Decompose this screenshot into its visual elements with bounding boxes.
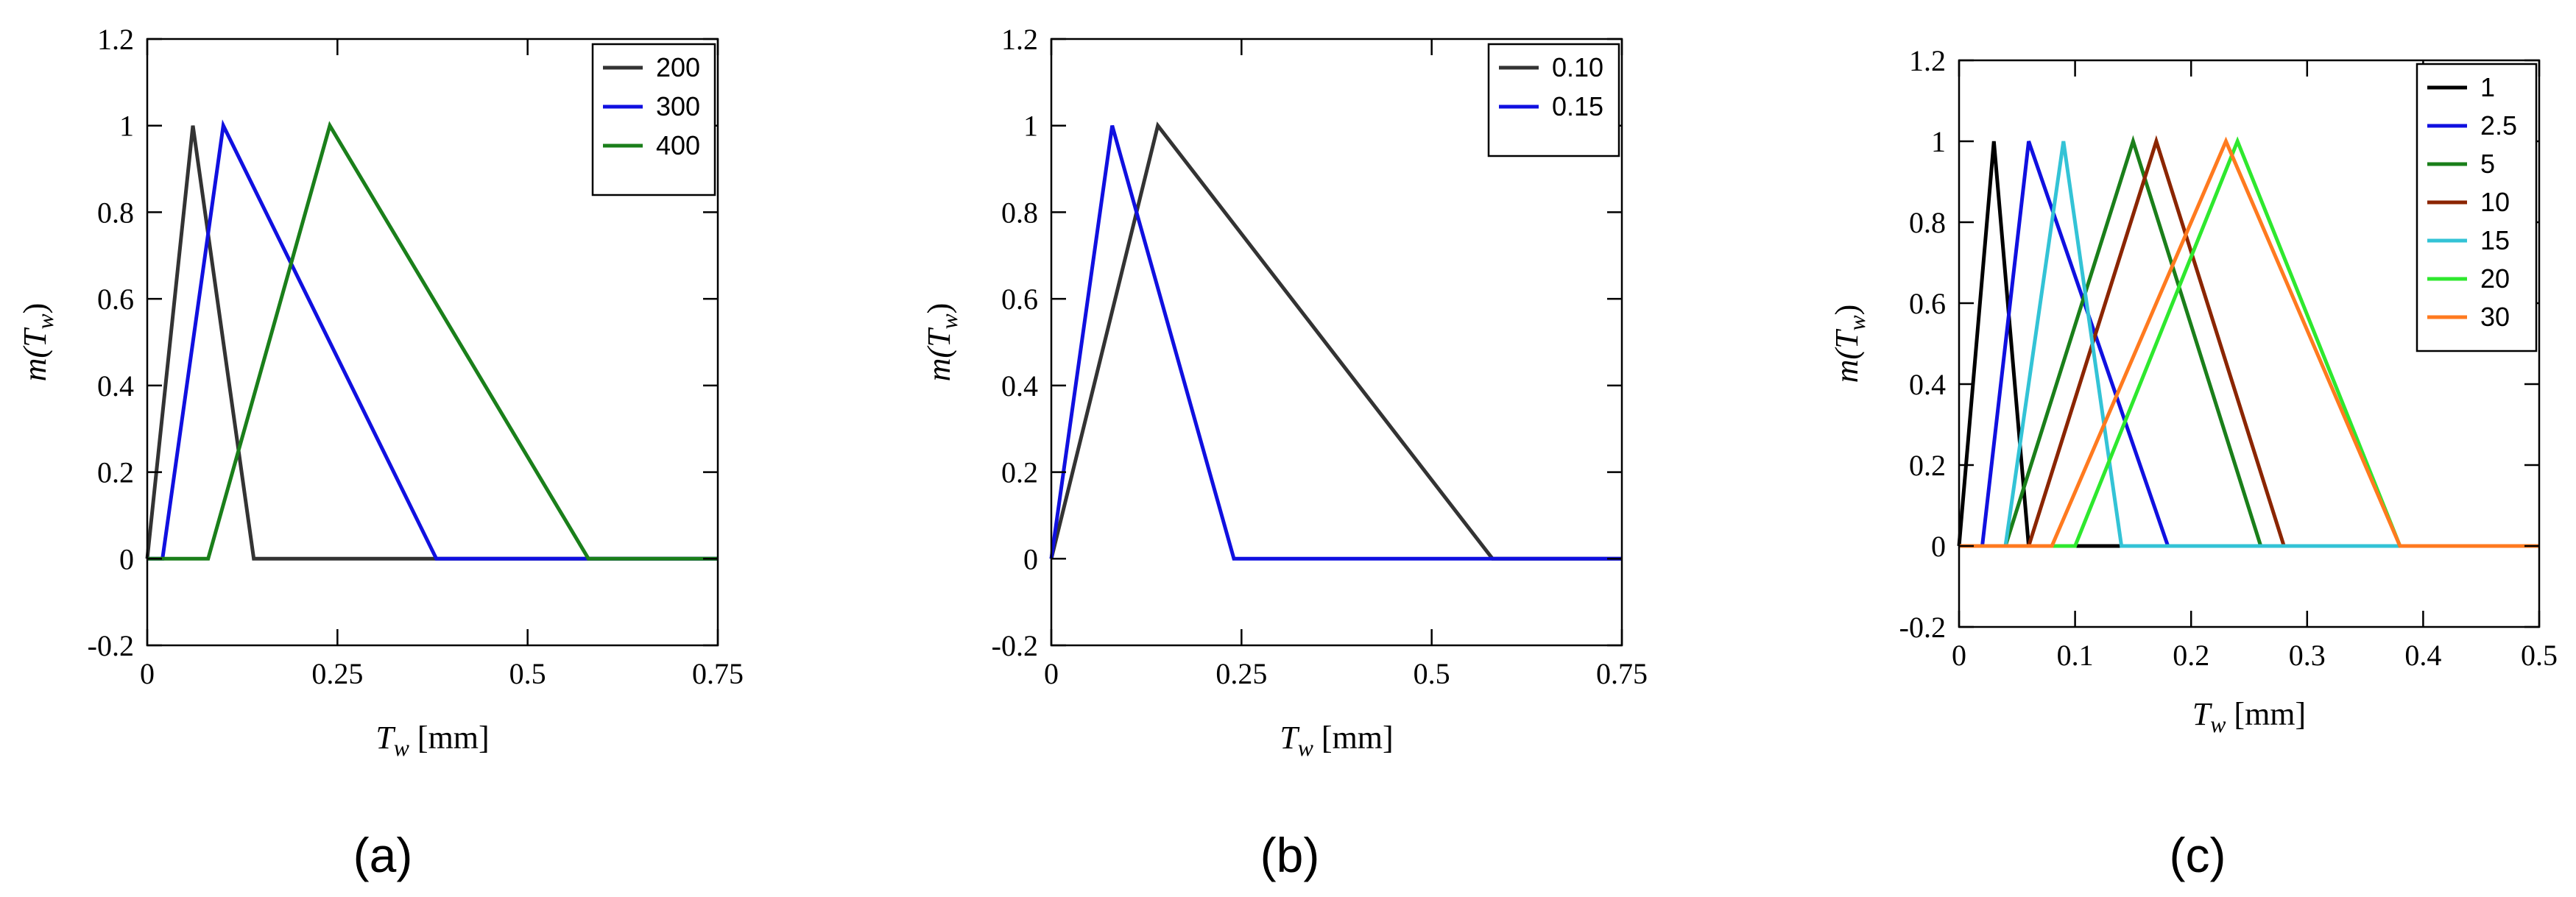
y-tick-label: 0 — [1931, 530, 1946, 563]
y-axis-label: m(Tw) — [1829, 305, 1870, 383]
y-tick-label: 1.2 — [1909, 44, 1946, 77]
x-tick-label: 0 — [1952, 639, 1966, 672]
legend-label: 1 — [2480, 72, 2495, 102]
y-tick-label: 0.6 — [1001, 283, 1038, 316]
legend-label: 400 — [656, 130, 700, 160]
chart-panel-2: 0 0.25 0.5 0.75-0.200.20.40.60.811.2Tw [mm]… — [921, 23, 1648, 882]
legend-label: 200 — [656, 52, 700, 82]
legend-label: 2.5 — [2480, 110, 2517, 141]
legend-label: 10 — [2480, 187, 2510, 217]
y-tick-label: -0.2 — [1899, 611, 1946, 644]
legend-label: 15 — [2480, 225, 2510, 255]
y-tick-label: 0.8 — [1909, 206, 1946, 239]
y-tick-label: -0.2 — [992, 629, 1038, 662]
x-tick-label: 0.5 — [2521, 639, 2558, 672]
x-tick-label: 0.75 — [1596, 657, 1648, 690]
y-tick-label: -0.2 — [88, 629, 134, 662]
y-axis-label: m(Tw) — [921, 303, 962, 382]
x-axis-label: Tw [mm] — [375, 720, 489, 761]
legend: 1 2.5 5 10 15 20 30 — [2416, 63, 2538, 352]
y-tick-label: 0.2 — [97, 456, 134, 489]
y-tick-label: 0.8 — [1001, 196, 1038, 229]
panel-caption: (c) — [2170, 828, 2226, 882]
legend-label: 300 — [656, 91, 700, 121]
legend-label: 30 — [2480, 302, 2510, 332]
y-tick-label: 0.6 — [97, 283, 134, 316]
legend: 200 300 400 — [591, 43, 716, 196]
legend-label: 5 — [2480, 149, 2495, 179]
legend-box — [1487, 43, 1620, 157]
panel-caption: (a) — [353, 828, 413, 882]
plot-area-frame — [146, 38, 719, 647]
y-tick-label: 1.2 — [97, 23, 134, 56]
x-axis-label: Tw [mm] — [2192, 696, 2306, 737]
y-tick-label: 1 — [1931, 125, 1946, 158]
x-tick-label: 0 — [140, 657, 155, 690]
y-tick-label: 0 — [1023, 542, 1038, 575]
x-tick-label: 0.75 — [692, 657, 744, 690]
x-tick-label: 0.5 — [509, 657, 546, 690]
y-tick-label: 0.6 — [1909, 287, 1946, 320]
legend-box — [2416, 63, 2538, 352]
x-tick-label: 0.25 — [1215, 657, 1267, 690]
legend-label: 0.15 — [1552, 91, 1603, 121]
y-tick-label: 1 — [119, 110, 134, 143]
series-line-400 — [147, 121, 718, 561]
series-line-30 — [1959, 136, 2539, 548]
legend-label: 0.10 — [1552, 52, 1603, 82]
x-tick-label: 0.2 — [2173, 639, 2209, 672]
x-tick-label: 0 — [1044, 657, 1059, 690]
y-tick-label: 0.2 — [1001, 456, 1038, 489]
series-line-0.15 — [1049, 125, 1622, 561]
x-axis-label: Tw [mm] — [1280, 720, 1393, 761]
y-tick-label: 0.4 — [97, 369, 134, 403]
y-tick-label: 0 — [119, 542, 134, 575]
panel-caption: (b) — [1260, 828, 1320, 882]
y-tick-label: 0.8 — [97, 196, 134, 229]
x-tick-label: 0.25 — [311, 657, 363, 690]
y-tick-label: 0.4 — [1001, 369, 1038, 403]
series-line-0.10 — [1049, 121, 1622, 561]
x-tick-label: 0.1 — [2057, 639, 2094, 672]
x-tick-label: 0.4 — [2404, 639, 2441, 672]
plot-area-frame — [1958, 59, 2541, 628]
legend-label: 20 — [2480, 263, 2510, 294]
y-tick-label: 1 — [1023, 110, 1038, 143]
chart-panel-1: 0 0.25 0.5 0.75-0.200.20.40.60.811.2Tw [mm]… — [17, 23, 744, 882]
x-tick-label: 0.5 — [1414, 657, 1450, 690]
legend: 0.10 0.15 — [1487, 43, 1620, 157]
chart-panel-3: 0 0.1 0.2 0.3 0.4 0.5-0.200.20.40.60.811.2Tw … — [1829, 44, 2558, 882]
y-tick-label: 0.2 — [1909, 449, 1946, 482]
plot-area-frame — [1050, 38, 1623, 647]
y-tick-label: 1.2 — [1001, 23, 1038, 56]
x-tick-label: 0.3 — [2289, 639, 2326, 672]
y-axis-label: m(Tw) — [17, 303, 58, 382]
y-tick-label: 0.4 — [1909, 368, 1946, 401]
